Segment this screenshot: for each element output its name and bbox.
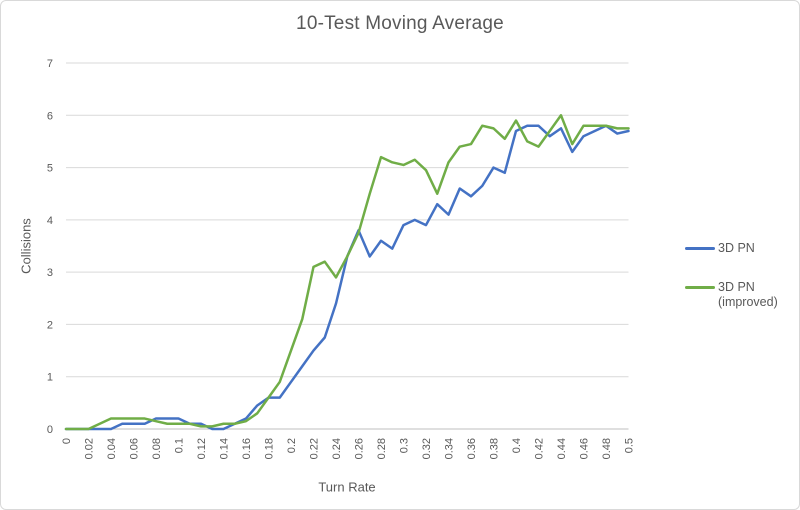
legend-line-swatch bbox=[685, 247, 715, 250]
legend: 3D PN 3D PN (improved) bbox=[685, 241, 790, 334]
x-tick-label: 0.32 bbox=[421, 438, 433, 459]
legend-line-swatch bbox=[685, 286, 715, 289]
y-tick-label: 2 bbox=[47, 319, 53, 331]
chart-title: 10-Test Moving Average bbox=[296, 13, 504, 34]
y-tick-label: 3 bbox=[47, 267, 53, 279]
legend-item: 3D PN (improved) bbox=[685, 280, 790, 310]
legend-item: 3D PN bbox=[685, 241, 790, 256]
x-tick-label: 0.22 bbox=[309, 438, 321, 459]
x-tick-label: 0.24 bbox=[331, 438, 343, 459]
x-tick-label: 0.12 bbox=[196, 438, 208, 459]
x-axis-title: Turn Rate bbox=[318, 479, 376, 495]
y-tick-label: 5 bbox=[47, 163, 53, 175]
legend-item-label: 3D PN bbox=[718, 241, 755, 255]
x-tick-label: 0.4 bbox=[511, 438, 523, 453]
x-tick-label: 0.2 bbox=[286, 438, 298, 453]
series-line-3d-pn-improved bbox=[64, 114, 630, 431]
x-tick-label: 0.42 bbox=[534, 438, 546, 459]
x-tick-label: 0.48 bbox=[601, 438, 613, 459]
series-line-3d-pn bbox=[64, 124, 630, 431]
y-tick-label: 7 bbox=[47, 58, 53, 70]
x-tick-label: 0.1 bbox=[174, 438, 186, 453]
x-tick-label: 0.18 bbox=[264, 438, 276, 459]
x-tick-label: 0.14 bbox=[219, 438, 231, 459]
x-tick-label: 0.26 bbox=[354, 438, 366, 459]
y-tick-label: 1 bbox=[47, 372, 53, 384]
x-tick-label: 0.06 bbox=[129, 438, 141, 459]
x-tick-label: 0.44 bbox=[556, 438, 568, 459]
y-tick-label: 6 bbox=[47, 110, 53, 122]
x-tick-label: 0.34 bbox=[444, 438, 456, 459]
x-tick-label: 0.02 bbox=[84, 438, 96, 459]
x-tick-label: 0.08 bbox=[151, 438, 163, 459]
x-tick-label: 0.46 bbox=[579, 438, 591, 459]
legend-item-label: 3D PN (improved) bbox=[718, 280, 778, 309]
x-tick-label: 0.28 bbox=[376, 438, 388, 459]
x-tick-label: 0.36 bbox=[466, 438, 478, 459]
y-tick-label: 0 bbox=[47, 424, 53, 436]
y-tick-label: 4 bbox=[47, 215, 53, 227]
x-tick-label: 0.3 bbox=[399, 438, 411, 453]
x-tick-label: 0.5 bbox=[624, 438, 636, 453]
x-tick-label: 0.04 bbox=[106, 438, 118, 459]
x-tick-label: 0 bbox=[61, 438, 73, 444]
y-axis-title: Collisions bbox=[18, 218, 34, 274]
x-tick-label: 0.38 bbox=[489, 438, 501, 459]
x-tick-label: 0.16 bbox=[241, 438, 253, 459]
